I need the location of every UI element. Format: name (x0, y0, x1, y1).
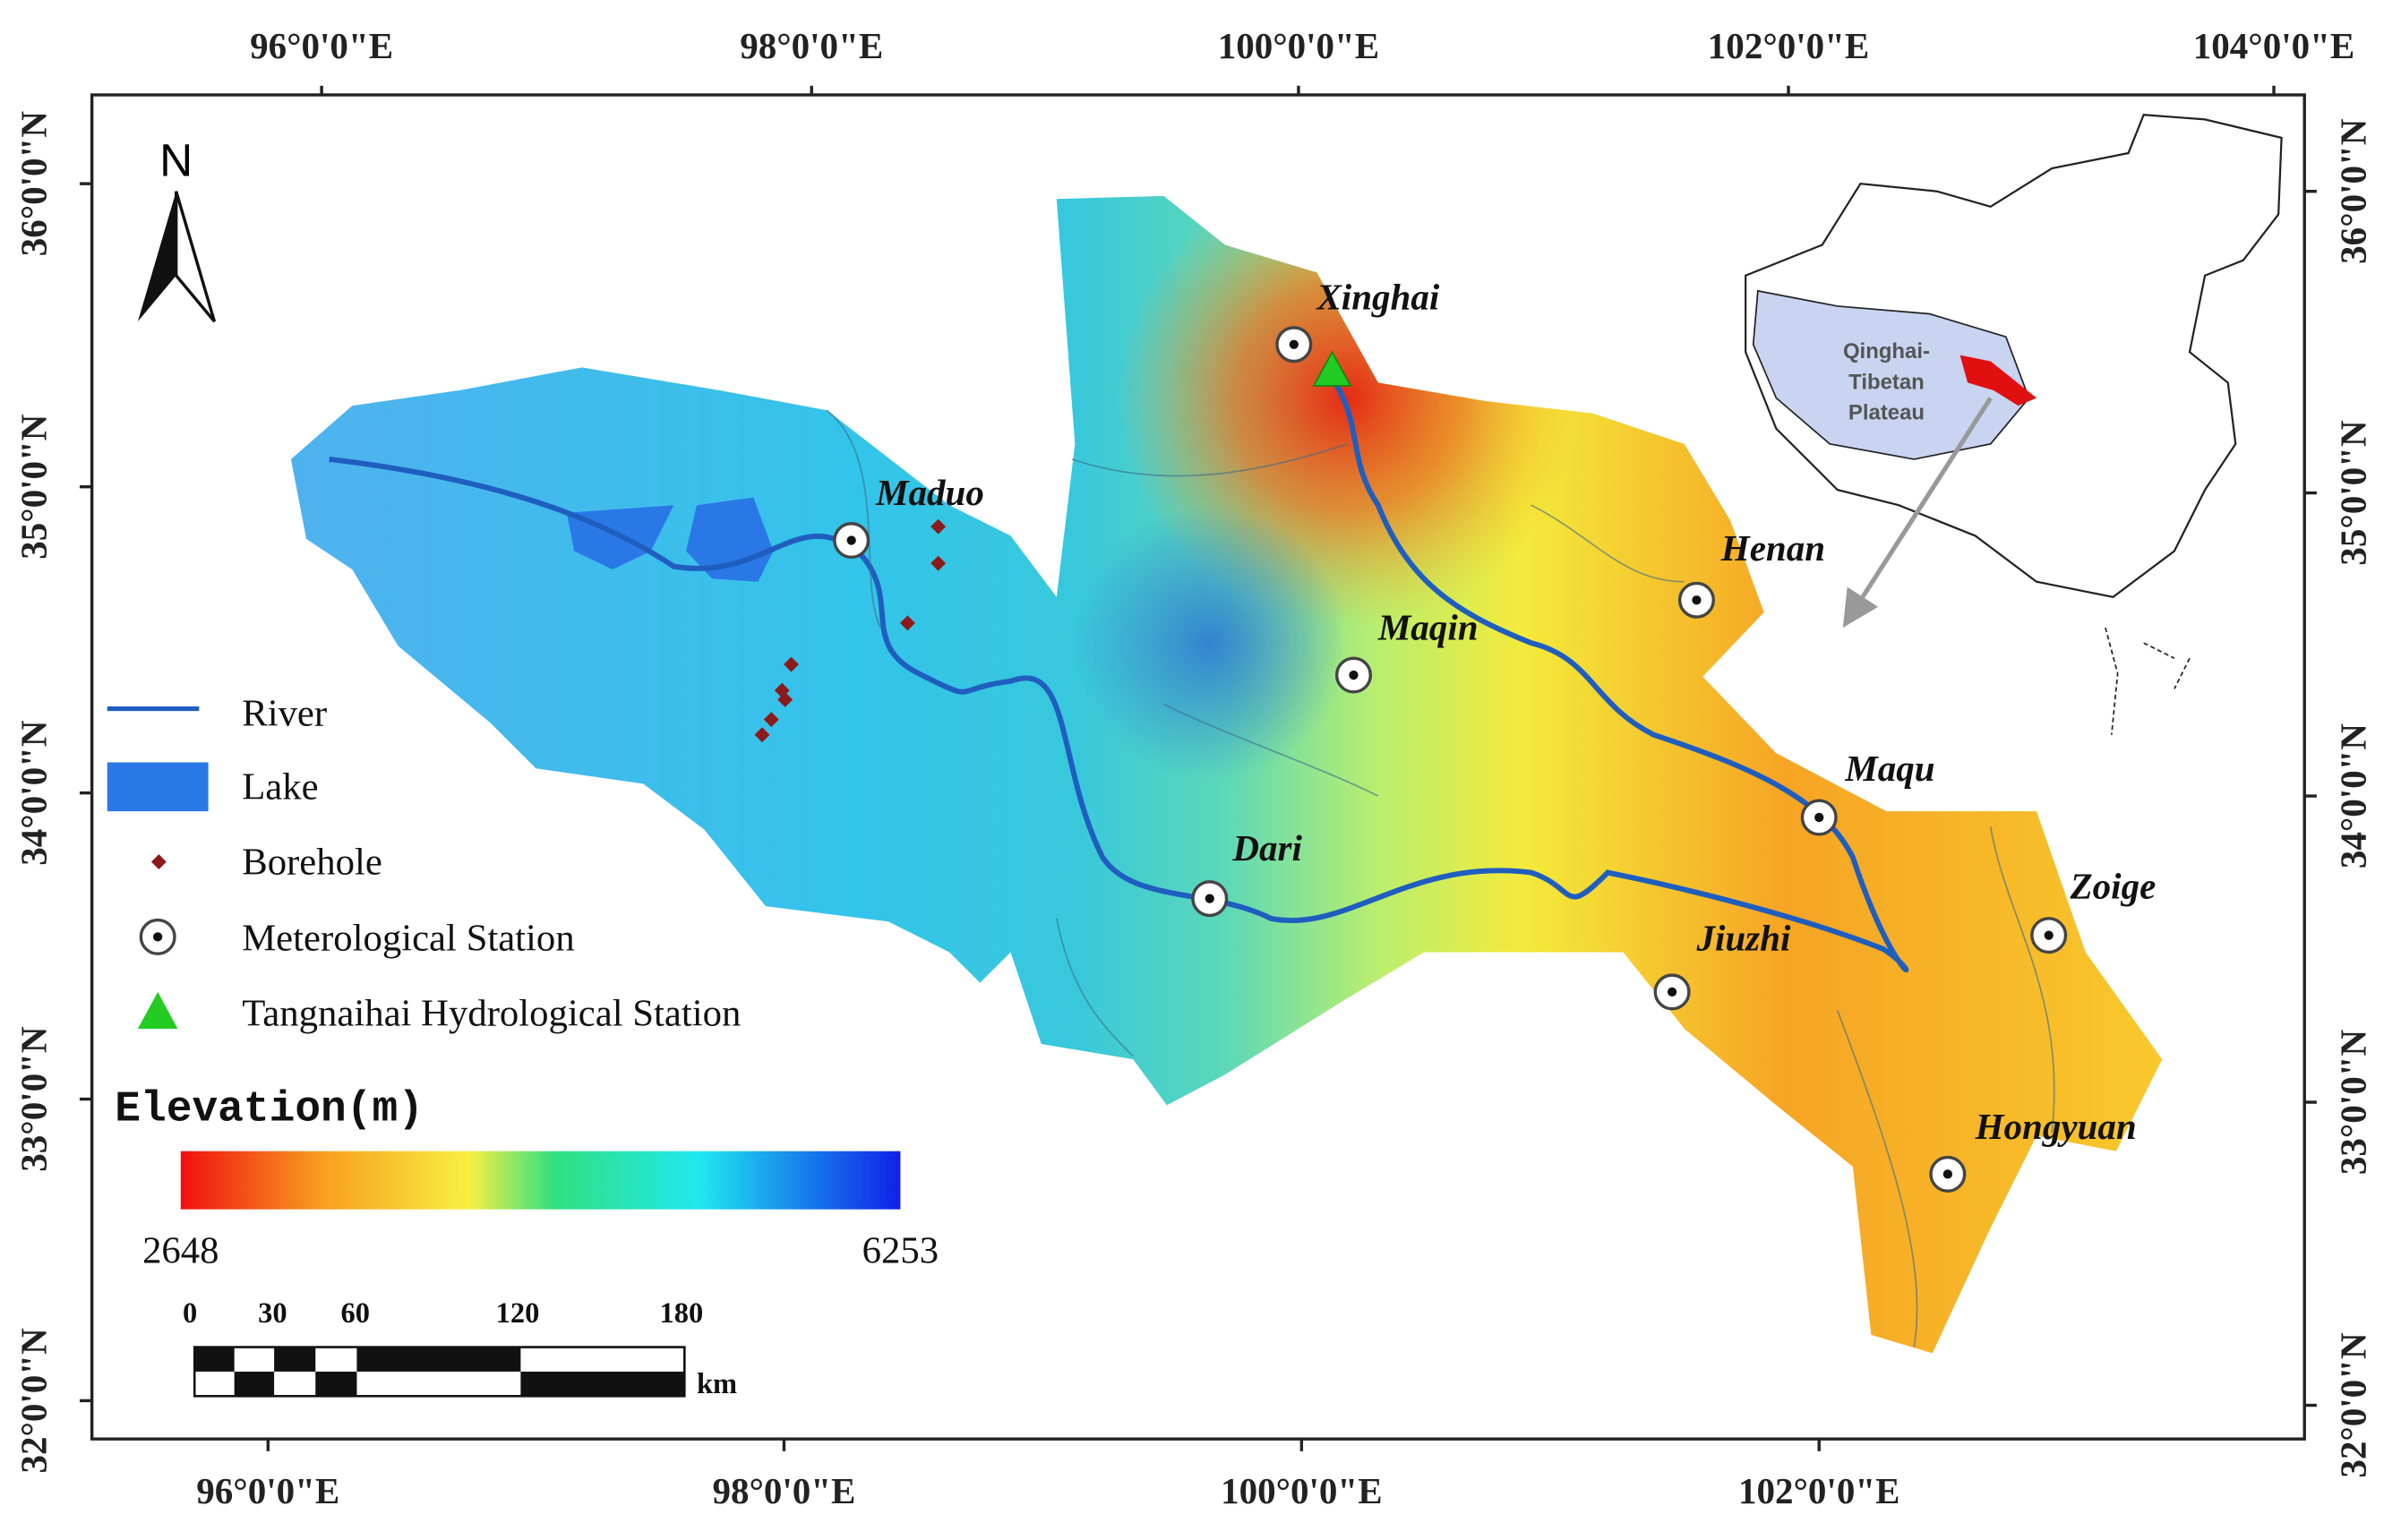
lat-label: 32°0'0"N (2333, 1332, 2374, 1478)
lat-label: 34°0'0"N (13, 720, 54, 866)
station-label: Henan (1720, 527, 1825, 569)
scale-tick: 30 (258, 1297, 287, 1330)
scale-seg (234, 1371, 275, 1397)
lon-label: 100°0'0"E (1218, 25, 1379, 66)
lon-label: 96°0'0"E (250, 25, 393, 66)
legend-hydro (137, 991, 178, 1029)
north-label: N (159, 135, 193, 186)
station-marker (1275, 326, 1313, 364)
inset-arrow (1842, 397, 1993, 629)
station-dot (1205, 894, 1214, 903)
station-dot (2044, 930, 2054, 940)
inset-label: Tibetan (1848, 370, 1925, 394)
station-dot (1289, 339, 1299, 349)
arrow-half (137, 191, 176, 322)
lat-label: 33°0'0"N (13, 1026, 54, 1172)
station-label: Maqu (1844, 748, 1934, 789)
legend: River Lake Borehole Meterological Statio… (107, 692, 939, 1272)
tributary (826, 409, 2055, 1348)
station-marker (833, 522, 870, 560)
lat-label: 33°0'0"N (2333, 1030, 2374, 1176)
hydrological-station (1312, 350, 1352, 387)
station-label: Hongyuan (1975, 1106, 2137, 1147)
inset-label: Qinghai- (1843, 339, 1930, 364)
lat-label: 36°0'0"N (13, 111, 54, 257)
coordinate-labels: 96°0'0"E 98°0'0"E 100°0'0"E 102°0'0"E 10… (13, 25, 2373, 1511)
station-marker (1929, 1155, 1967, 1193)
station-dot (1814, 812, 1824, 823)
station-label: Zoige (2070, 866, 2157, 907)
arrow-half (174, 191, 217, 323)
legend-lake (107, 762, 209, 812)
station-marker (2030, 917, 2068, 954)
scale-tick: 60 (340, 1297, 369, 1330)
scale-tick: 0 (183, 1297, 197, 1330)
scale-unit: km (697, 1368, 737, 1400)
lon-label: 98°0'0"E (740, 25, 883, 66)
scale-seg (194, 1347, 235, 1372)
station-dot (1349, 670, 1359, 680)
lon-label: 96°0'0"E (196, 1470, 339, 1511)
elevation-title: Elevation(m) (115, 1086, 424, 1134)
station-label: Jiuzhi (1695, 918, 1790, 959)
scale-seg (315, 1371, 357, 1397)
color-bar-max: 6253 (862, 1230, 939, 1272)
lon-label: 98°0'0"E (712, 1470, 855, 1511)
legend-label: Tangnaihai Hydrological Station (242, 993, 741, 1035)
scale-tick: 180 (660, 1297, 704, 1330)
lat-label: 36°0'0"N (2333, 118, 2374, 264)
legend-label: River (242, 692, 327, 734)
station-label: Dari (1231, 827, 1302, 868)
station-label: Maduo (875, 472, 984, 513)
station-dot (1667, 987, 1677, 997)
inset: Qinghai- Tibetan Plateau (1745, 114, 2283, 735)
station-dot (1692, 595, 1702, 605)
map-frame (90, 93, 2306, 1441)
station-marker (1334, 656, 1372, 694)
legend-label: Borehole (242, 841, 382, 883)
lon-label: 102°0'0"E (1708, 25, 1869, 66)
station-dot (846, 535, 856, 545)
scale-seg (356, 1347, 521, 1372)
station-marker (1653, 973, 1691, 1011)
ticks (79, 85, 2317, 1451)
station-marker (1800, 799, 1838, 836)
borehole (763, 712, 779, 728)
study-area (1959, 355, 2037, 406)
station-marker (1677, 581, 1715, 619)
scale-seg (520, 1371, 685, 1397)
color-bar (180, 1151, 901, 1210)
scale-tick: 120 (496, 1297, 540, 1330)
inset-label: Plateau (1848, 400, 1925, 424)
station-label: Maqin (1377, 607, 1479, 648)
lat-label: 32°0'0"N (13, 1328, 54, 1474)
station-label: Xinghai (1315, 276, 1439, 317)
lat-label: 35°0'0"N (2333, 420, 2374, 566)
legend-label: Lake (242, 766, 318, 808)
stations: Xinghai Maduo Henan Maqin Maqu Dari Zoig… (833, 276, 2157, 1193)
lat-label: 35°0'0"N (13, 414, 54, 560)
lat-label: 34°0'0"N (2333, 723, 2374, 869)
lon-label: 104°0'0"E (2193, 25, 2354, 66)
station-dot (1942, 1169, 1952, 1179)
plateau (1752, 289, 2030, 460)
lon-label: 102°0'0"E (1738, 1470, 1899, 1511)
islands (2105, 627, 2191, 735)
scale-bar: 0 30 60 120 180 km (183, 1297, 737, 1400)
station-marker (1191, 880, 1229, 918)
lon-label: 100°0'0"E (1221, 1470, 1382, 1511)
elevation-low (1041, 490, 1378, 827)
legend-station-dot (153, 932, 163, 942)
scale-seg (274, 1347, 316, 1372)
north-arrow: N (137, 135, 217, 323)
borehole (784, 656, 799, 672)
color-bar-min: 2648 (142, 1230, 219, 1272)
legend-label: Meterological Station (242, 918, 574, 960)
